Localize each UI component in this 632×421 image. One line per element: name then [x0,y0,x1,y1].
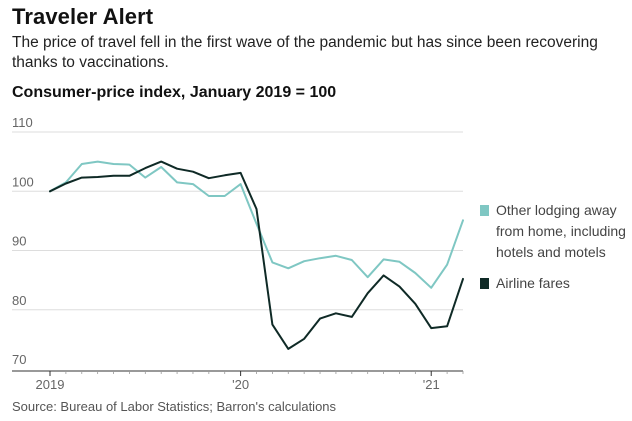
legend-swatch-1 [480,278,489,289]
legend-label-0-2: hotels and motels [496,244,606,260]
legend-label-0-0: Other lodging away [496,202,617,218]
series-line-1 [50,162,463,349]
series-line-0 [50,162,463,288]
y-tick-label-100: 100 [12,174,34,189]
source-note: Source: Bureau of Labor Statistics; Barr… [12,399,336,414]
y-tick-label-80: 80 [12,293,26,308]
x-tick-label-24: '21 [423,377,440,392]
legend-label-0-1: from home, including [496,223,626,239]
y-tick-label-90: 90 [12,234,26,249]
y-tick-label-70: 70 [12,352,26,367]
y-tick-label-110: 110 [12,115,33,130]
line-chart: 70 80 90 100 110 2019 '20 '21 Other lodging away… [0,0,632,421]
x-tick-label-12: '20 [232,377,249,392]
legend-swatch-0 [480,205,489,216]
x-tick-label-0: 2019 [36,377,65,392]
legend-label-1-0: Airline fares [496,275,570,291]
